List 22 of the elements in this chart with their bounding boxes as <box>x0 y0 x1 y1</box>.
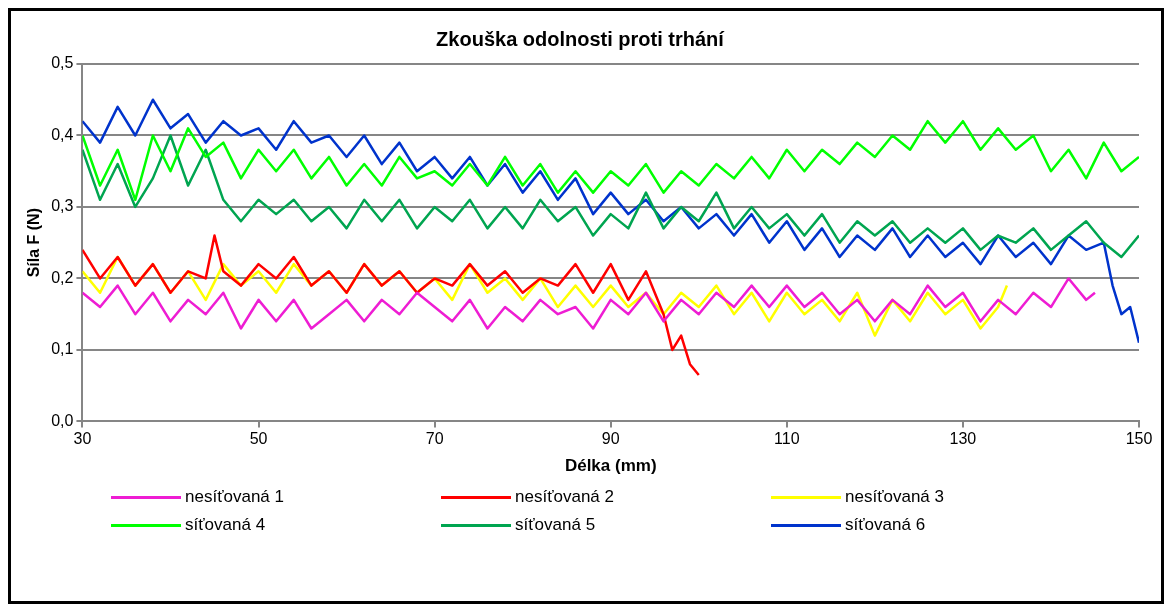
y-axis-title: Síla F (N) <box>25 208 43 278</box>
y-tick-label: 0,4 <box>51 125 74 143</box>
x-tick-label: 50 <box>249 430 268 448</box>
y-tick-label: 0,2 <box>51 268 74 286</box>
x-tick-label: 70 <box>425 430 444 448</box>
legend-label: síťovaná 4 <box>185 515 266 535</box>
legend-label: síťovaná 5 <box>515 515 596 535</box>
legend-label: nesíťovaná 3 <box>845 487 945 507</box>
y-tick-label: 0,0 <box>51 411 74 429</box>
legend-label: síťovaná 6 <box>845 515 926 535</box>
y-tick-label: 0,1 <box>51 340 74 358</box>
x-axis-title: Délka (mm) <box>564 456 657 476</box>
legend-label: nesíťovaná 2 <box>515 487 615 507</box>
x-tick-label: 90 <box>601 430 620 448</box>
x-tick-label: 30 <box>73 430 92 448</box>
y-tick-label: 0,3 <box>51 197 74 215</box>
x-tick-label: 110 <box>774 430 800 448</box>
y-tick-label: 0,5 <box>51 54 74 72</box>
legend-label: nesíťovaná 1 <box>185 487 285 507</box>
x-tick-label: 130 <box>949 430 977 448</box>
x-tick-label: 150 <box>1125 430 1153 448</box>
chart-title: Zkouška odolnosti proti trhání <box>436 27 726 50</box>
